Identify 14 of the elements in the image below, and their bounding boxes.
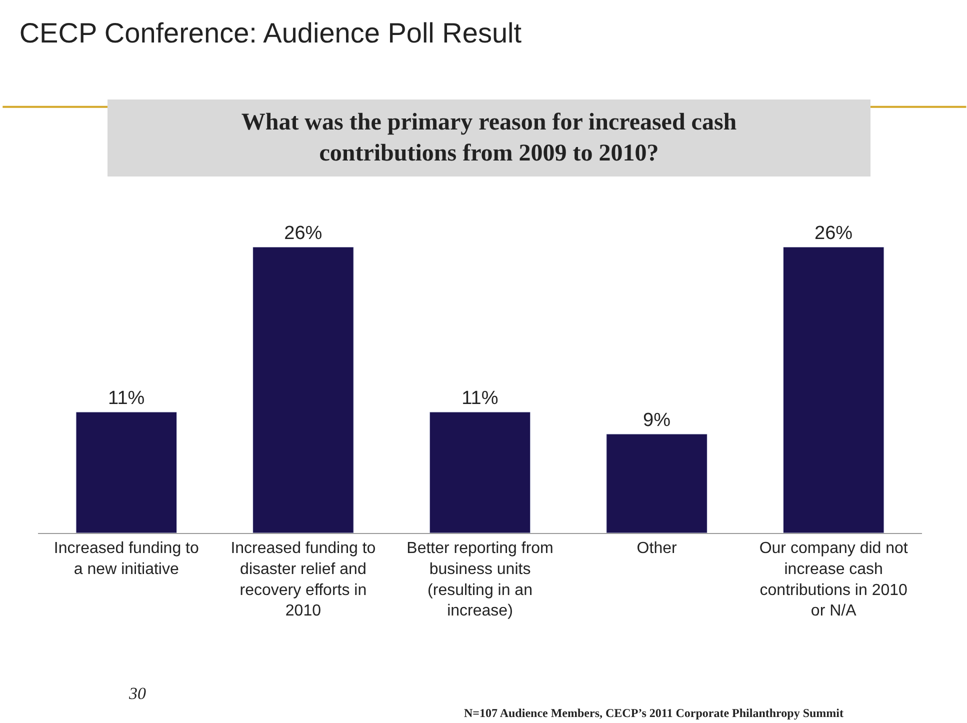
x-tick-label: Better reporting from business units (resulting in an increase)	[406, 540, 554, 620]
data-label: 26%	[284, 223, 322, 244]
data-label: 11%	[462, 388, 498, 409]
chart-subtitle: What was the primary reason for increased cash contributions from 2009 to 2010?	[241, 109, 737, 167]
data-label: 9%	[643, 410, 671, 431]
x-tick-label: Our company did not increase cash contributions in 2010 or N/A	[759, 540, 908, 620]
x-tick-label: Increased funding to a new initiative	[54, 540, 199, 578]
chart-title: CECP Conference: Audience Poll Result	[19, 17, 522, 48]
x-tick-label: Increased funding to disaster relief and recovery efforts in 2010	[230, 540, 376, 620]
x-tick-label: Other	[636, 540, 678, 558]
data-label: 11%	[108, 388, 145, 409]
text: 30	[128, 684, 146, 703]
text: N=107 Audience Members, CECP’s 2011 Corporate Philanthropy Summit	[464, 706, 844, 720]
data-label: 26%	[814, 223, 853, 244]
